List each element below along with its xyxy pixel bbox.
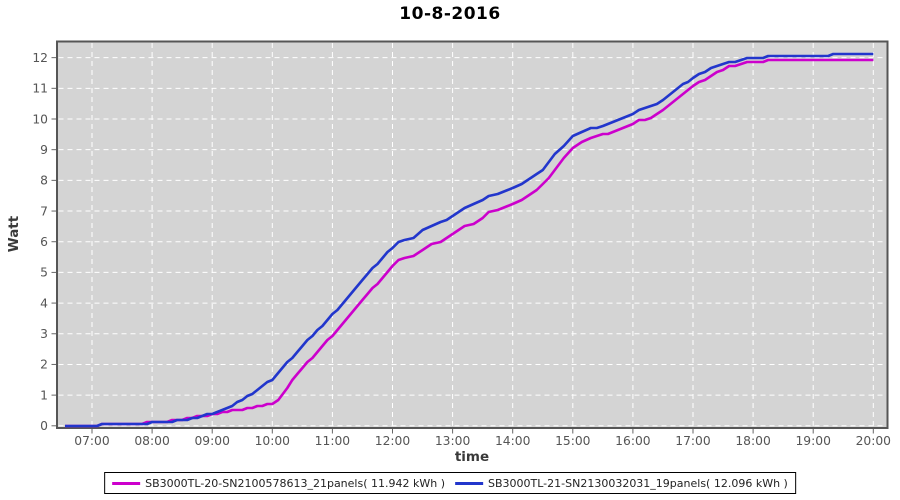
tick-label-y-2: 2 (40, 358, 48, 372)
tick-label-y-9: 9 (40, 143, 48, 157)
series-line-1 (65, 52, 874, 428)
legend-label-series1: SB3000TL-21-SN2130032031_19panels( 12.09… (488, 476, 788, 490)
tick-label-y-11: 11 (32, 82, 48, 96)
tick-label-x-11:00: 11:00 (315, 434, 350, 448)
tick-label-y-12: 12 (32, 51, 48, 65)
legend-item-series1: SB3000TL-21-SN2130032031_19panels( 12.09… (455, 477, 788, 490)
tick-label-x-09:00: 09:00 (194, 434, 229, 448)
tick-label-y-6: 6 (40, 235, 48, 249)
tick-label-y-5: 5 (40, 266, 48, 280)
tick-label-y-1: 1 (40, 388, 48, 402)
legend-item-series0: SB3000TL-20-SN2100578613_21panels( 11.94… (112, 477, 445, 490)
tick-label-y-10: 10 (32, 112, 48, 126)
tick-label-x-20:00: 20:00 (856, 434, 891, 448)
legend-line-swatch-magenta (112, 481, 141, 485)
legend: SB3000TL-20-SN2100578613_21panels( 11.94… (104, 472, 796, 494)
plot-svg: 07:00 08:00 09:00 10:00 11:00 12:00 13:00 14:00… (6, 40, 891, 465)
chart-title: 10-8-2016 (399, 4, 501, 24)
legend-line-swatch-blue (455, 481, 483, 485)
x-axis-label: time (455, 449, 489, 465)
tick-label-y-7: 7 (40, 204, 48, 218)
tick-label-x-08:00: 08:00 (134, 434, 169, 448)
tick-label-x-17:00: 17:00 (675, 434, 710, 448)
tick-label-y-0: 0 (40, 419, 48, 433)
y-axis-label: Watt (6, 215, 22, 252)
plot-area (56, 40, 889, 429)
tick-label-x-10:00: 10:00 (255, 434, 290, 448)
tick-label-x-12:00: 12:00 (375, 434, 410, 448)
legend-label-series0: SB3000TL-20-SN2100578613_21panels( 11.94… (145, 476, 445, 490)
tick-label-y-3: 3 (40, 327, 48, 341)
tick-label-y-8: 8 (40, 174, 48, 188)
tick-label-y-4: 4 (40, 296, 48, 310)
tick-label-x-13:00: 13:00 (435, 434, 470, 448)
tick-label-x-16:00: 16:00 (615, 434, 650, 448)
tick-label-x-07:00: 07:00 (74, 434, 109, 448)
tick-label-x-15:00: 15:00 (555, 434, 590, 448)
tick-label-x-14:00: 14:00 (495, 434, 530, 448)
series-line-0 (65, 58, 874, 428)
tick-label-x-19:00: 19:00 (795, 434, 830, 448)
tick-label-x-18:00: 18:00 (735, 434, 770, 448)
